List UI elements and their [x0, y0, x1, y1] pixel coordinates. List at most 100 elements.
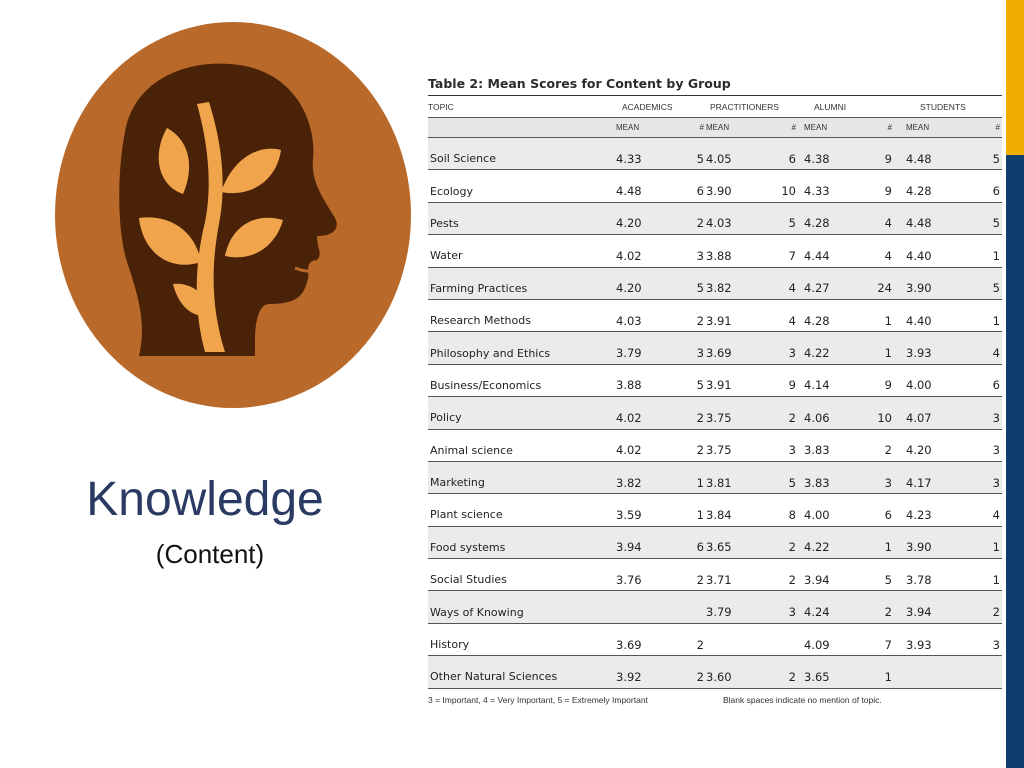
- row-topic: Farming Practices: [430, 281, 528, 295]
- count-cell: 10: [877, 410, 892, 425]
- count-cell: 2: [788, 410, 796, 425]
- table-row: Marketing 3.82 1 3.81 5 3.83 3 4.17 3: [428, 461, 1002, 495]
- accent-bar-navy: [1006, 155, 1024, 768]
- slide-subtitle: (Content): [155, 539, 265, 569]
- table-row: Policy 4.02 2 3.75 2 4.06 10 4.07 3: [428, 397, 1002, 430]
- mean-cell: 4.09: [804, 637, 830, 652]
- table-row: Pests 4.20 2 4.03 5 4.28 4 4.48 5: [428, 202, 1002, 236]
- mean-cell: 4.14: [804, 378, 830, 393]
- table-row: Farming Practices 4.20 5 3.82 4 4.27 24 3.90 5: [428, 267, 1002, 300]
- row-topic: Pests: [430, 216, 459, 230]
- count-cell: 2: [884, 443, 892, 458]
- mean-cell: 3.75: [706, 410, 732, 425]
- count-cell: 7: [884, 637, 892, 652]
- count-cell: 5: [788, 216, 796, 231]
- row-topic: Social Studies: [430, 573, 507, 587]
- row-topic: Philosophy and Ethics: [430, 346, 551, 360]
- count-cell: 5: [696, 151, 704, 166]
- table-row: History 3.69 2 4.09 7 3.93 3: [428, 624, 1002, 657]
- row-topic: Water: [430, 249, 463, 263]
- count-cell: 3: [788, 443, 796, 458]
- count-cell: 6: [992, 184, 1000, 199]
- mean-cell: 3.79: [706, 605, 732, 620]
- subheader-count: #: [995, 123, 1000, 132]
- count-cell: 10: [781, 184, 796, 199]
- count-cell: 5: [884, 572, 892, 587]
- mean-cell: 3.76: [616, 572, 642, 587]
- row-topic: Plant science: [430, 508, 503, 522]
- count-cell: 2: [788, 540, 796, 555]
- row-topic: Research Methods: [430, 314, 531, 328]
- count-cell: 3: [992, 475, 1000, 490]
- group-header-students: STUDENTS: [920, 101, 966, 112]
- mean-cell: 4.33: [804, 184, 830, 199]
- subheader-mean: MEAN: [804, 123, 828, 132]
- subheader-mean: MEAN: [616, 123, 640, 132]
- accent-bar-gold: [1006, 0, 1024, 155]
- count-cell: 2: [696, 313, 704, 328]
- count-cell: 4: [788, 281, 796, 296]
- mean-cell: 3.82: [706, 281, 732, 296]
- count-cell: 1: [992, 540, 1000, 555]
- count-cell: 9: [884, 184, 892, 199]
- mean-cell: 4.24: [804, 605, 830, 620]
- mean-cell: 4.00: [804, 507, 830, 522]
- row-topic: Ways of Knowing: [430, 605, 524, 619]
- count-cell: 1: [992, 313, 1000, 328]
- count-cell: 7: [788, 248, 796, 263]
- mean-cell: 3.79: [616, 346, 642, 361]
- count-cell: 2: [788, 572, 796, 587]
- table-row: Plant science 3.59 1 3.84 8 4.00 6 4.23 4: [428, 494, 1002, 527]
- row-topic: Food systems: [430, 540, 506, 554]
- mean-cell: 4.06: [804, 410, 830, 425]
- row-topic: Marketing: [430, 476, 485, 490]
- mean-cell: 3.65: [804, 669, 830, 684]
- table-row: Business/Economics 3.88 5 3.91 9 4.14 9 4.00 6: [428, 365, 1002, 398]
- row-topic: Ecology: [430, 184, 474, 198]
- mean-cell: 4.20: [616, 216, 642, 231]
- mean-cell: 4.02: [616, 443, 642, 458]
- count-cell: 2: [992, 605, 1000, 620]
- table-caption: Table 2: Mean Scores for Content by Grou…: [428, 72, 1002, 96]
- table-row: Water 4.02 3 3.88 7 4.44 4 4.40 1: [428, 235, 1002, 268]
- count-cell: 2: [788, 669, 796, 684]
- count-cell: 1: [696, 507, 704, 522]
- subheader-mean: MEAN: [906, 123, 930, 132]
- count-cell: 1: [992, 248, 1000, 263]
- count-cell: 6: [696, 184, 704, 199]
- table-row: Social Studies 3.76 2 3.71 2 3.94 5 3.78 1: [428, 559, 1002, 592]
- count-cell: 3: [788, 346, 796, 361]
- group-header-practitioners: PRACTITIONERS: [710, 101, 779, 112]
- count-cell: 4: [992, 507, 1000, 522]
- count-cell: 3: [992, 637, 1000, 652]
- count-cell: 2: [696, 443, 704, 458]
- count-cell: 4: [788, 313, 796, 328]
- count-cell: 2: [884, 605, 892, 620]
- slide-title: Knowledge: [86, 473, 324, 526]
- table-body: Soil Science 4.33 5 4.05 6 4.38 9 4.48 5 Ecology 4…: [428, 138, 1002, 689]
- count-cell: 5: [992, 281, 1000, 296]
- row-topic: Other Natural Sciences: [430, 670, 558, 684]
- mean-cell: 3.69: [616, 637, 642, 652]
- table-row: Philosophy and Ethics 3.79 3 3.69 3 4.22 1 3.93…: [428, 332, 1002, 365]
- count-cell: 6: [788, 151, 796, 166]
- mean-cell: 3.92: [616, 669, 642, 684]
- mean-cell: 3.90: [906, 540, 932, 555]
- mean-cell: 3.88: [616, 378, 642, 393]
- count-cell: 3: [884, 475, 892, 490]
- mean-cell: 3.94: [906, 605, 932, 620]
- mean-cell: 4.40: [906, 248, 932, 263]
- mean-cell: 4.20: [616, 281, 642, 296]
- count-cell: 5: [696, 378, 704, 393]
- mean-cell: 3.71: [706, 572, 732, 587]
- count-cell: 2: [696, 637, 704, 652]
- mean-cell: 3.94: [804, 572, 830, 587]
- count-cell: 9: [884, 378, 892, 393]
- count-cell: 4: [992, 346, 1000, 361]
- mean-cell: 4.44: [804, 248, 830, 263]
- count-cell: 3: [992, 410, 1000, 425]
- mean-cell: 3.88: [706, 248, 732, 263]
- row-topic: History: [430, 638, 470, 652]
- count-cell: 2: [696, 572, 704, 587]
- subheader-count: #: [887, 123, 892, 132]
